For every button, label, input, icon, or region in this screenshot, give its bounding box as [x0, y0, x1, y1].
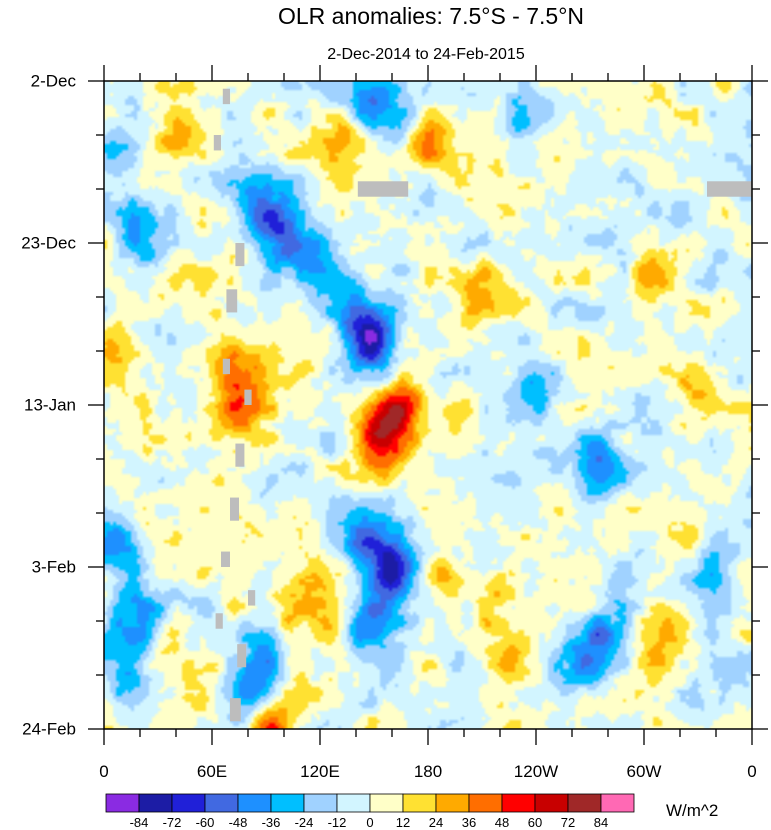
colorbar-swatch — [270, 793, 305, 813]
colorbar-label: 0 — [366, 815, 373, 830]
missing-data-patch — [244, 389, 252, 405]
units-label: W/m^2 — [666, 801, 718, 820]
colorbar-labels: -84 -72 -60 -48 -36 -24 -12 0 12 24 36 48 60 72 84 — [130, 815, 609, 830]
colorbar-label: 72 — [561, 815, 575, 830]
colorbar-swatch — [468, 793, 503, 813]
missing-data-patches — [213, 88, 752, 722]
colorbar-swatch — [567, 793, 602, 813]
chart-title: OLR anomalies: 7.5°S - 7.5°N — [278, 3, 584, 29]
x-tick-label: 0 — [99, 762, 108, 781]
colorbar-label: 24 — [429, 815, 443, 830]
anomaly-field — [104, 81, 752, 729]
missing-data-patch — [237, 644, 247, 668]
colorbar-label: 48 — [495, 815, 509, 830]
missing-data-patch — [213, 135, 221, 151]
colorbar-swatch — [435, 793, 470, 813]
x-tick-label: 180 — [414, 762, 442, 781]
missing-data-patch — [222, 358, 230, 375]
colorbar-swatch — [303, 793, 338, 813]
missing-data-patch — [230, 698, 241, 722]
colorbar-label: -60 — [196, 815, 215, 830]
x-axis-labels: 0 60E 120E 180 120W 60W 0 — [99, 762, 756, 781]
axis-ticks — [88, 65, 768, 745]
colorbar-swatch — [600, 793, 635, 813]
x-tick-label: 0 — [747, 762, 756, 781]
missing-data-patch — [707, 181, 752, 197]
missing-data-patch — [226, 289, 238, 313]
colorbar-label: 84 — [594, 815, 608, 830]
missing-data-patch — [222, 88, 230, 105]
chart-subtitle: 2-Dec-2014 to 24-Feb-2015 — [327, 46, 525, 63]
colorbar-label: -12 — [328, 815, 347, 830]
colorbar-swatch — [369, 793, 404, 813]
x-tick-label: 120E — [300, 762, 340, 781]
colorbar-swatch — [204, 793, 239, 813]
y-tick-label: 3-Feb — [32, 558, 76, 577]
colorbar-label: 60 — [528, 815, 542, 830]
colorbar-label: -24 — [295, 815, 314, 830]
colorbar-swatch — [534, 793, 569, 813]
x-tick-label: 60E — [197, 762, 227, 781]
y-tick-label: 24-Feb — [22, 720, 76, 739]
y-tick-label: 2-Dec — [31, 72, 77, 91]
x-tick-label: 60W — [627, 762, 662, 781]
missing-data-patch — [215, 613, 223, 629]
missing-data-patch — [357, 181, 409, 197]
colorbar-swatch — [501, 793, 536, 813]
colorbar-swatch — [171, 793, 206, 813]
colorbar — [105, 793, 635, 813]
missing-data-patch — [248, 590, 256, 606]
missing-data-patch — [235, 443, 245, 467]
x-tick-label: 120W — [514, 762, 558, 781]
colorbar-label: -48 — [229, 815, 248, 830]
plot-area — [103, 80, 753, 730]
colorbar-label: 12 — [396, 815, 410, 830]
y-axis-labels: 2-Dec 23-Dec 13-Jan 3-Feb 24-Feb — [21, 72, 76, 739]
colorbar-label: -84 — [130, 815, 149, 830]
colorbar-swatch — [336, 793, 371, 813]
colorbar-swatch — [105, 793, 140, 813]
missing-data-patch — [221, 551, 230, 567]
colorbar-label: 36 — [462, 815, 476, 830]
colorbar-swatch — [402, 793, 437, 813]
colorbar-swatch — [237, 793, 272, 813]
missing-data-patch — [230, 497, 239, 521]
y-tick-label: 23-Dec — [21, 234, 76, 253]
colorbar-label: -72 — [163, 815, 182, 830]
colorbar-label: -36 — [262, 815, 281, 830]
missing-data-patch — [235, 243, 245, 267]
colorbar-swatch — [138, 793, 173, 813]
y-tick-label: 13-Jan — [24, 396, 76, 415]
